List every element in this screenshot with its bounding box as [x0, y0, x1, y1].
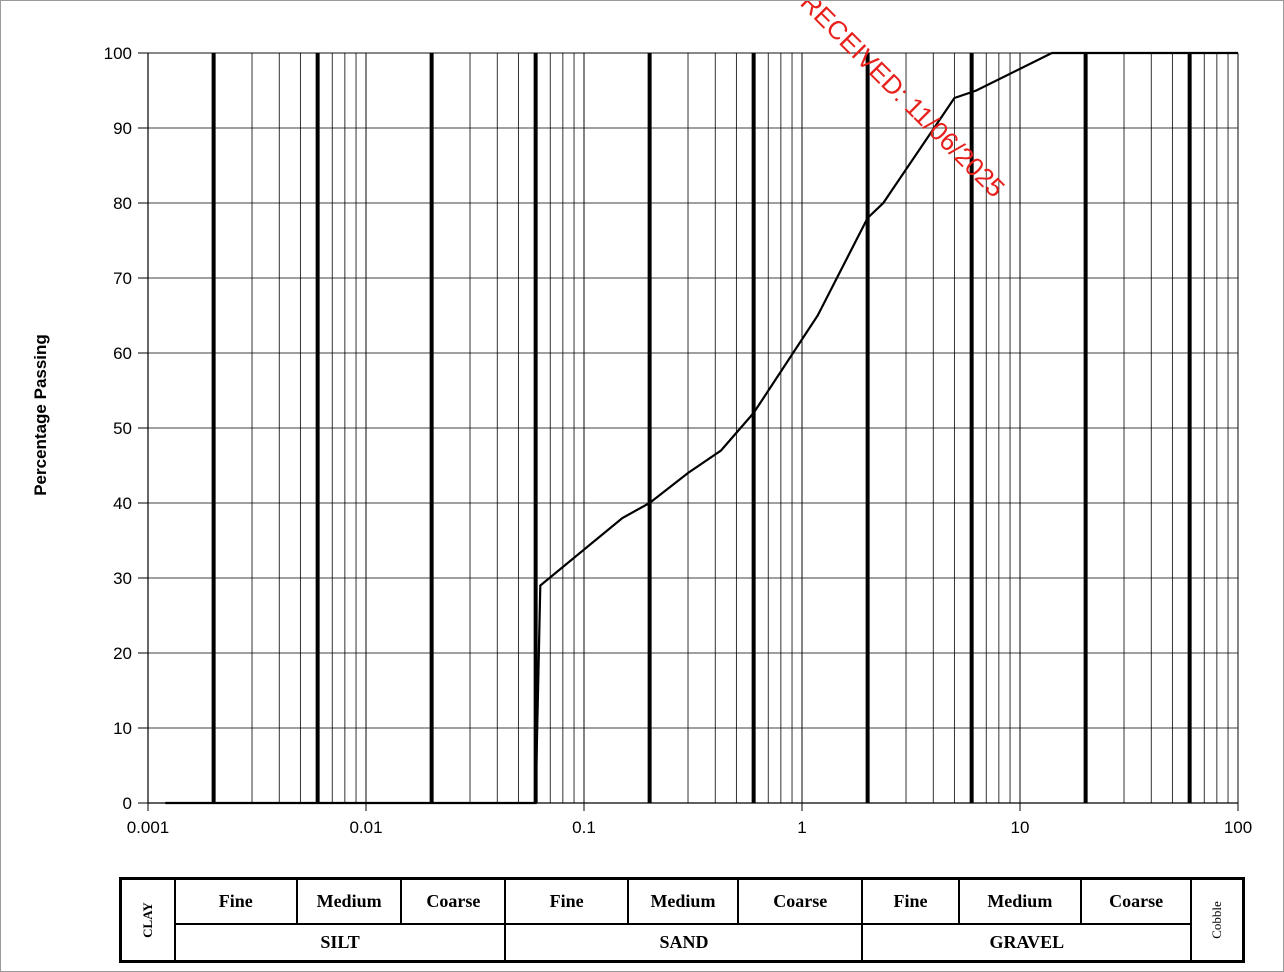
y-tick-label: 20	[113, 644, 132, 663]
cobble-label: Cobble	[1209, 901, 1225, 939]
sand-medium-cell: Medium	[626, 877, 740, 926]
y-tick-label: 70	[113, 269, 132, 288]
x-tick-label: 0.001	[127, 818, 170, 837]
x-tick-label: 10	[1011, 818, 1030, 837]
silt-medium-cell: Medium	[295, 877, 403, 926]
y-axis-label: Percentage Passing	[31, 334, 50, 496]
y-tick-label: 50	[113, 419, 132, 438]
clay-cell: CLAY	[119, 877, 176, 963]
series-line	[165, 51, 1238, 805]
silt-coarse-cell: Coarse	[400, 877, 507, 926]
gravel-medium-cell: Medium	[957, 877, 1082, 926]
sand-cell: SAND	[504, 923, 864, 963]
gravel-cell: GRAVEL	[861, 923, 1193, 963]
boundary-lines	[211, 53, 1192, 803]
sand-coarse-cell: Coarse	[737, 877, 864, 926]
x-tick-label: 0.1	[572, 818, 596, 837]
class-row: SILT SAND GRAVEL	[121, 923, 1244, 963]
sand-fine-cell: Fine	[504, 877, 629, 926]
y-tick-label: 100	[104, 44, 132, 63]
x-tick-label: 1	[797, 818, 806, 837]
horizontal-gridlines	[148, 52, 1238, 804]
subclass-row: CLAY Fine Medium Coarse Fine Medium Coar…	[119, 877, 1245, 963]
y-tick-label: 60	[113, 344, 132, 363]
y-tick-label: 90	[113, 119, 132, 138]
x-tick-label: 0.01	[349, 818, 382, 837]
clay-label: CLAY	[139, 902, 155, 938]
silt-fine-cell: Fine	[173, 877, 298, 926]
x-tick-label: 100	[1224, 818, 1252, 837]
silt-cell: SILT	[173, 923, 507, 963]
gravel-coarse-cell: Coarse	[1079, 877, 1193, 926]
classification-table: CLAY Fine Medium Coarse Fine Medium Coar…	[119, 877, 1245, 963]
y-tick-labels: 0 10 20 30 40 50 60 70 80 90 100	[104, 44, 132, 813]
y-tick-label: 40	[113, 494, 132, 513]
series-group	[165, 51, 1238, 805]
grading-chart: 0 10 20 30 40 50 60 70 80 90 100 0.001 0.01 0.1 1 10 10…	[31, 1, 1252, 837]
y-tick-label: 10	[113, 719, 132, 738]
y-tick-label: 0	[123, 794, 132, 813]
x-tick-labels: 0.001 0.01 0.1 1 10 100	[127, 818, 1252, 837]
y-tick-label: 30	[113, 569, 132, 588]
y-tick-label: 80	[113, 194, 132, 213]
gravel-fine-cell: Fine	[861, 877, 960, 926]
cobble-cell: Cobble	[1190, 877, 1245, 963]
